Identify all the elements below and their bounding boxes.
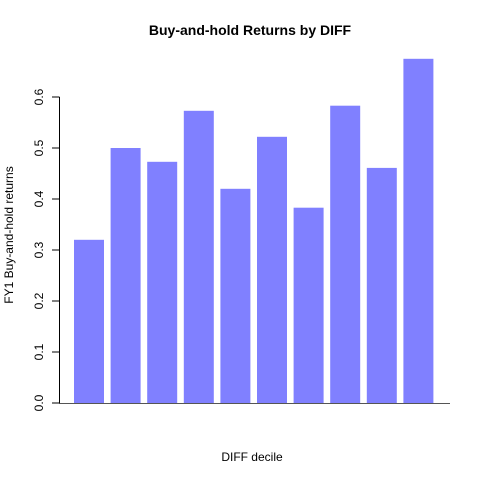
y-axis-label: FY1 Buy-and-hold returns <box>2 166 16 303</box>
y-tick-label: 0.2 <box>32 292 46 309</box>
y-tick-label: 0.5 <box>32 139 46 156</box>
bar-decile-6 <box>257 136 287 404</box>
bar-decile-10 <box>403 58 434 404</box>
bar-decile-8 <box>330 105 361 403</box>
y-tick-label: 0.3 <box>32 241 46 258</box>
x-axis-label: DIFF decile <box>221 450 283 464</box>
y-tick-label: 0.1 <box>32 343 46 360</box>
bar-decile-2 <box>110 148 141 403</box>
bars-group <box>74 58 434 404</box>
bar-decile-1 <box>74 239 104 403</box>
bar-decile-9 <box>366 167 397 403</box>
y-tick-label: 0.0 <box>32 394 46 411</box>
bar-decile-4 <box>183 110 214 404</box>
y-tick-label: 0.6 <box>32 88 46 105</box>
bar-decile-5 <box>220 188 251 403</box>
chart-title: Buy-and-hold Returns by DIFF <box>149 22 352 38</box>
bar-decile-7 <box>293 207 324 403</box>
y-tick-label: 0.4 <box>32 190 46 207</box>
y-axis: 0.0 0.1 0.2 0.3 0.4 0.5 0.6 <box>32 88 60 411</box>
bar-decile-3 <box>147 161 178 403</box>
